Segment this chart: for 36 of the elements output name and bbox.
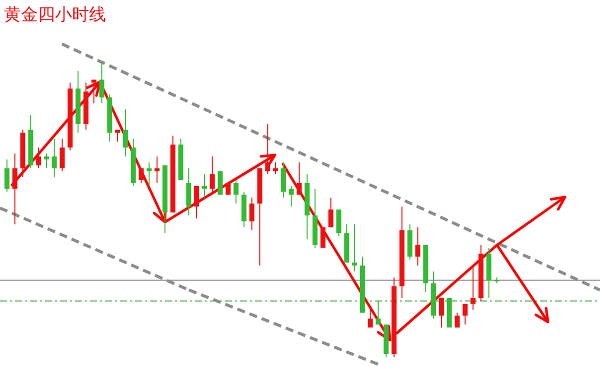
- candlestick: [265, 123, 270, 175]
- candlestick: [36, 147, 42, 169]
- candlestick: [122, 108, 128, 157]
- candlestick: [202, 174, 207, 198]
- candlestick: [328, 197, 334, 228]
- candlestick: [146, 162, 152, 186]
- candlestick: [218, 170, 223, 196]
- candlestick: [60, 138, 65, 172]
- candlestick: [415, 226, 420, 266]
- candlestick: [462, 303, 468, 326]
- candlestick: [438, 298, 444, 328]
- candlestick: [52, 138, 57, 178]
- candlestick: [273, 162, 278, 175]
- candlestick: [320, 226, 326, 248]
- candlestick: [470, 265, 476, 310]
- candlestick: [249, 197, 254, 231]
- candlestick: [194, 185, 200, 219]
- candlestick: [288, 185, 294, 208]
- candlestick: [280, 162, 286, 198]
- candlestick: [91, 79, 96, 104]
- candlestick: [454, 312, 460, 328]
- candlestick: [296, 162, 302, 196]
- candlestick: [44, 152, 49, 169]
- candlestick: [234, 180, 239, 204]
- candlestick: [210, 156, 215, 192]
- candlestick: [99, 62, 104, 104]
- candlestick: [352, 224, 358, 272]
- chart-title: 黄金四小时线: [4, 5, 106, 25]
- candlestick: [138, 168, 144, 184]
- candlestick: [154, 156, 160, 184]
- candlestick: [4, 158, 10, 192]
- candlestick: [186, 168, 192, 216]
- candlestick: [12, 152, 18, 225]
- candlestick: [336, 209, 342, 237]
- candlestick: [368, 306, 373, 328]
- candlestick: [376, 300, 381, 326]
